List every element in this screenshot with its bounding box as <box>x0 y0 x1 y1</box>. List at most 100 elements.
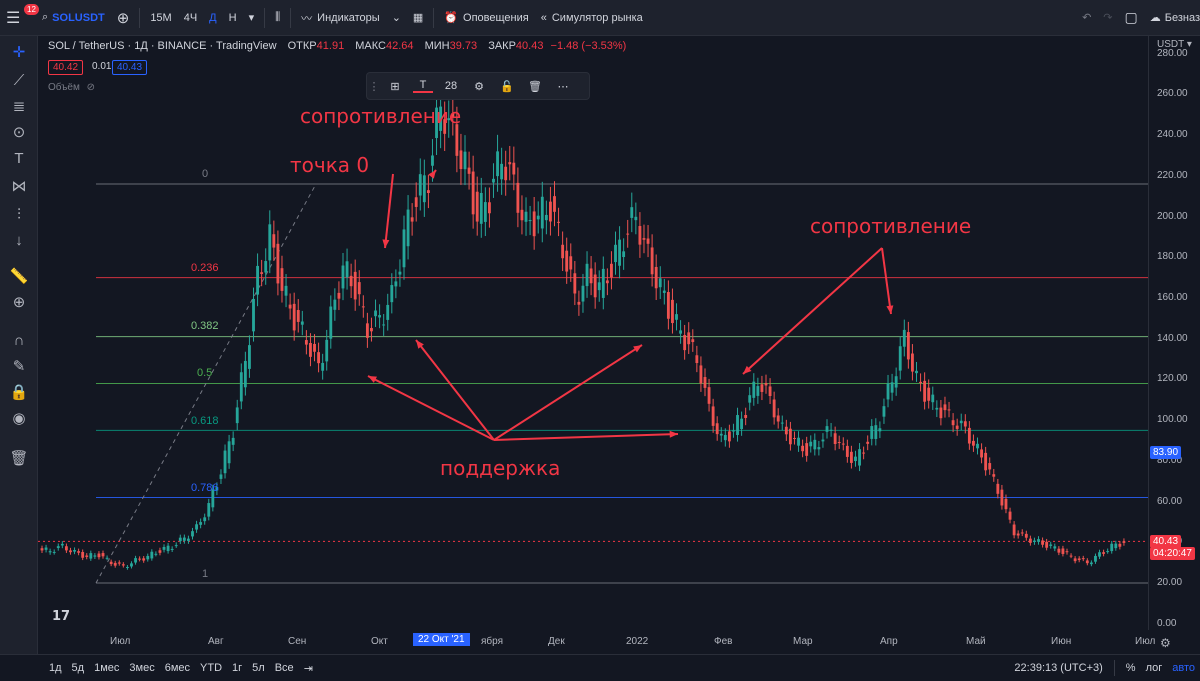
percent-toggle[interactable]: % <box>1125 662 1136 674</box>
candle-body <box>1114 543 1118 549</box>
range-5y[interactable]: 5л <box>252 662 265 674</box>
trash-icon[interactable]: 🗑 <box>528 80 542 93</box>
chart-legend: SOL / TetherUS · 1Д · BINANCE · TradingV… <box>48 40 626 52</box>
log-toggle[interactable]: лог <box>1145 662 1163 674</box>
range-1y[interactable]: 1г <box>232 662 243 674</box>
eye-off-icon[interactable]: ⊘ <box>86 82 96 93</box>
candle-body <box>1008 511 1012 520</box>
brush-icon[interactable]: ⊙ <box>12 124 26 141</box>
arrow-down-icon[interactable]: ↓ <box>15 232 23 249</box>
timeframe-1w[interactable]: Н <box>228 11 237 24</box>
alerts-button[interactable]: ⏰ Оповещения <box>438 0 534 36</box>
layout-select-button[interactable]: ▢ <box>1119 0 1144 36</box>
range-5d[interactable]: 5д <box>71 662 85 674</box>
lock-icon[interactable]: 🔓 <box>500 80 514 93</box>
candle-body <box>1057 548 1061 553</box>
candle-body <box>683 335 687 351</box>
price-tick-label: 0.00 <box>1157 617 1177 629</box>
countdown-tag: 04:20:47 <box>1150 547 1195 560</box>
trash-icon[interactable]: 🗑 <box>9 450 29 467</box>
clock[interactable]: 22:39:13 (UTC+3) <box>1014 662 1103 674</box>
candle-body <box>854 456 857 462</box>
crosshair-date-label: 22 Окт '21 <box>413 633 470 646</box>
layout-button[interactable]: ⌄ <box>386 0 407 36</box>
symbol-title[interactable]: SOL / TetherUS · 1Д · BINANCE · TradingV… <box>48 40 277 52</box>
compare-button[interactable]: ⊕ <box>111 0 136 36</box>
range-1m[interactable]: 1мес <box>94 662 120 674</box>
ask-price[interactable]: 40.43 <box>112 60 148 75</box>
candle-body <box>618 239 621 266</box>
candle-body <box>353 271 357 300</box>
candle-body <box>280 268 284 291</box>
magnet-icon[interactable]: ∩ <box>13 332 25 349</box>
range-1d[interactable]: 1д <box>49 662 62 674</box>
ruler-icon[interactable]: 📏 <box>9 268 29 285</box>
annotation-point-zero[interactable]: точка 0 <box>290 153 370 177</box>
eye-icon[interactable]: ◉ <box>12 410 26 427</box>
templates-button[interactable]: ▦ <box>407 0 429 36</box>
fib-retracement-icon[interactable]: ≣ <box>12 98 26 115</box>
prediction-icon[interactable]: ⫶ <box>17 206 21 223</box>
range-3m[interactable]: 3мес <box>129 662 155 674</box>
candle-body <box>479 192 483 224</box>
range-6m[interactable]: 6мес <box>164 662 191 674</box>
lock-icon[interactable]: 🔒 <box>9 384 29 401</box>
candle-body <box>284 285 288 296</box>
zoom-icon[interactable]: ⊕ <box>12 294 26 311</box>
candle-body <box>1094 555 1097 562</box>
currency-select[interactable]: USDT ▾ <box>1157 39 1192 50</box>
save-layout-button[interactable]: ☁ Безназ <box>1144 0 1200 36</box>
annotation-resistance-1[interactable]: сопротивление <box>300 104 462 128</box>
fib-label-1: 1 <box>202 568 209 580</box>
volume-legend[interactable]: Объём ⊘ <box>48 82 95 93</box>
candle-body <box>1069 555 1073 557</box>
candle-body <box>809 441 813 447</box>
text-icon[interactable]: T <box>14 150 24 167</box>
settings-icon[interactable]: ⚙ <box>1160 636 1171 650</box>
menu-button[interactable]: ☰ 12 <box>0 0 39 36</box>
candle-body <box>752 381 756 398</box>
candle-body <box>630 207 634 218</box>
templates-icon[interactable]: ⊞ <box>390 80 400 93</box>
lock-drawing-icon[interactable]: ✎ <box>12 358 26 375</box>
time-axis[interactable]: Июл Авг Сен Окт 22 Окт '21 ября Дек 2022 Фев Мар А… <box>38 630 1155 654</box>
annotation-support[interactable]: поддержка <box>440 456 561 480</box>
redo-button[interactable]: ↷ <box>1097 0 1118 36</box>
indicators-button[interactable]: 〰 Индикаторы <box>295 0 386 36</box>
pattern-icon[interactable]: ⋈ <box>11 178 27 195</box>
undo-button[interactable]: ↶ <box>1076 0 1097 36</box>
timeframe-dropdown[interactable]: ▾ <box>243 0 261 36</box>
timeframe-15m[interactable]: 15М <box>150 11 172 24</box>
candle-body <box>142 558 146 561</box>
price-scale[interactable]: USDT ▾ 280.00 260.00 240.00 220.00 200.00 180… <box>1148 36 1200 630</box>
candle-body <box>300 321 304 325</box>
settings-icon[interactable]: ⚙ <box>474 80 484 93</box>
goto-date-button[interactable]: ⇥ <box>299 662 318 675</box>
timeframe-1d[interactable]: Д <box>209 11 217 24</box>
symbol-search[interactable]: ⌕ SOLUSDT <box>36 0 111 36</box>
text-color-icon[interactable]: T <box>413 79 433 93</box>
candle-body <box>516 182 520 213</box>
trendline-icon[interactable]: ⟋ <box>13 72 25 89</box>
candle-body <box>813 439 817 450</box>
drag-handle-icon[interactable]: ⋮ <box>368 80 380 93</box>
chart-pane[interactable]: 17 <box>38 36 1148 630</box>
candle-body <box>296 310 300 322</box>
bid-price[interactable]: 40.42 <box>48 60 84 75</box>
chart-type-button[interactable]: ⫼ <box>269 0 286 36</box>
replay-button[interactable]: « Симулятор рынка <box>535 0 649 36</box>
range-all[interactable]: Все <box>274 662 294 674</box>
alerts-label: Оповещения <box>463 11 529 24</box>
candle-body <box>784 426 788 435</box>
font-size-value[interactable]: 28 <box>444 80 458 92</box>
crosshair-icon[interactable]: ✛ <box>12 44 26 61</box>
low-label: МИН <box>424 40 450 52</box>
grid-icon: ▦ <box>412 12 424 24</box>
auto-toggle[interactable]: авто <box>1172 662 1195 674</box>
timeframe-4h[interactable]: 4Ч <box>183 11 198 24</box>
chart-canvas[interactable]: 17 <box>38 36 1148 630</box>
divider <box>1113 660 1115 676</box>
range-ytd[interactable]: YTD <box>200 662 223 674</box>
more-icon[interactable]: ⋯ <box>557 80 569 93</box>
annotation-resistance-2[interactable]: сопротивление <box>810 214 972 238</box>
